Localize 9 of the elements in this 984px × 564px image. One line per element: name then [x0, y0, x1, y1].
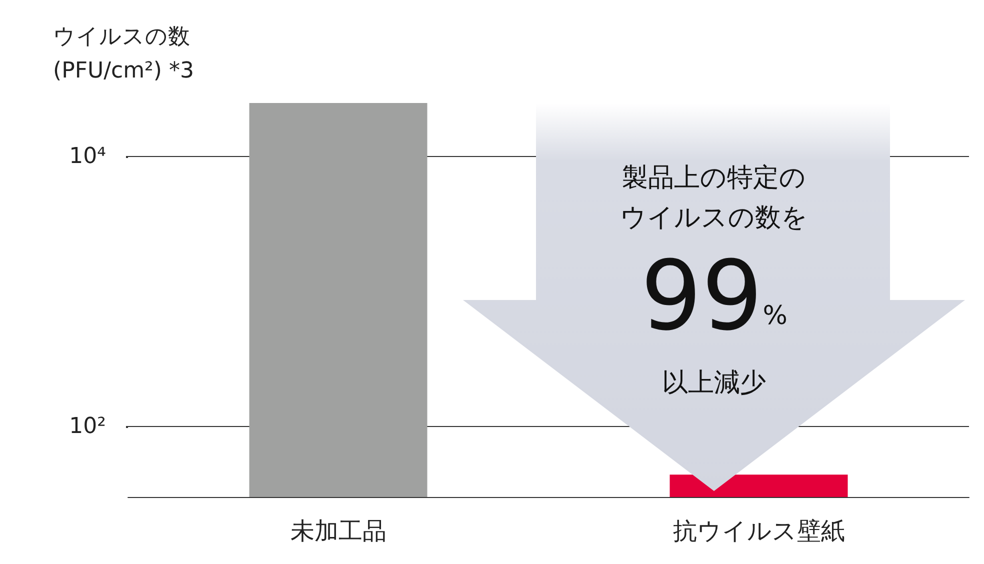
- y-axis-title: ウイルスの数 (PFU/cm²) *3: [53, 24, 194, 84]
- annotation: 以上減少: [662, 368, 766, 398]
- x-tick-label: 未加工品: [290, 517, 386, 545]
- y-tick-label: 10²: [69, 414, 106, 439]
- annotation: 99%: [640, 240, 788, 352]
- y-tick-label: 10⁴: [69, 144, 106, 170]
- annotation: ウイルスの数を: [620, 203, 808, 233]
- x-tick-label: 抗ウイルス壁紙: [672, 517, 845, 545]
- annotation: 製品上の特定の: [622, 163, 806, 193]
